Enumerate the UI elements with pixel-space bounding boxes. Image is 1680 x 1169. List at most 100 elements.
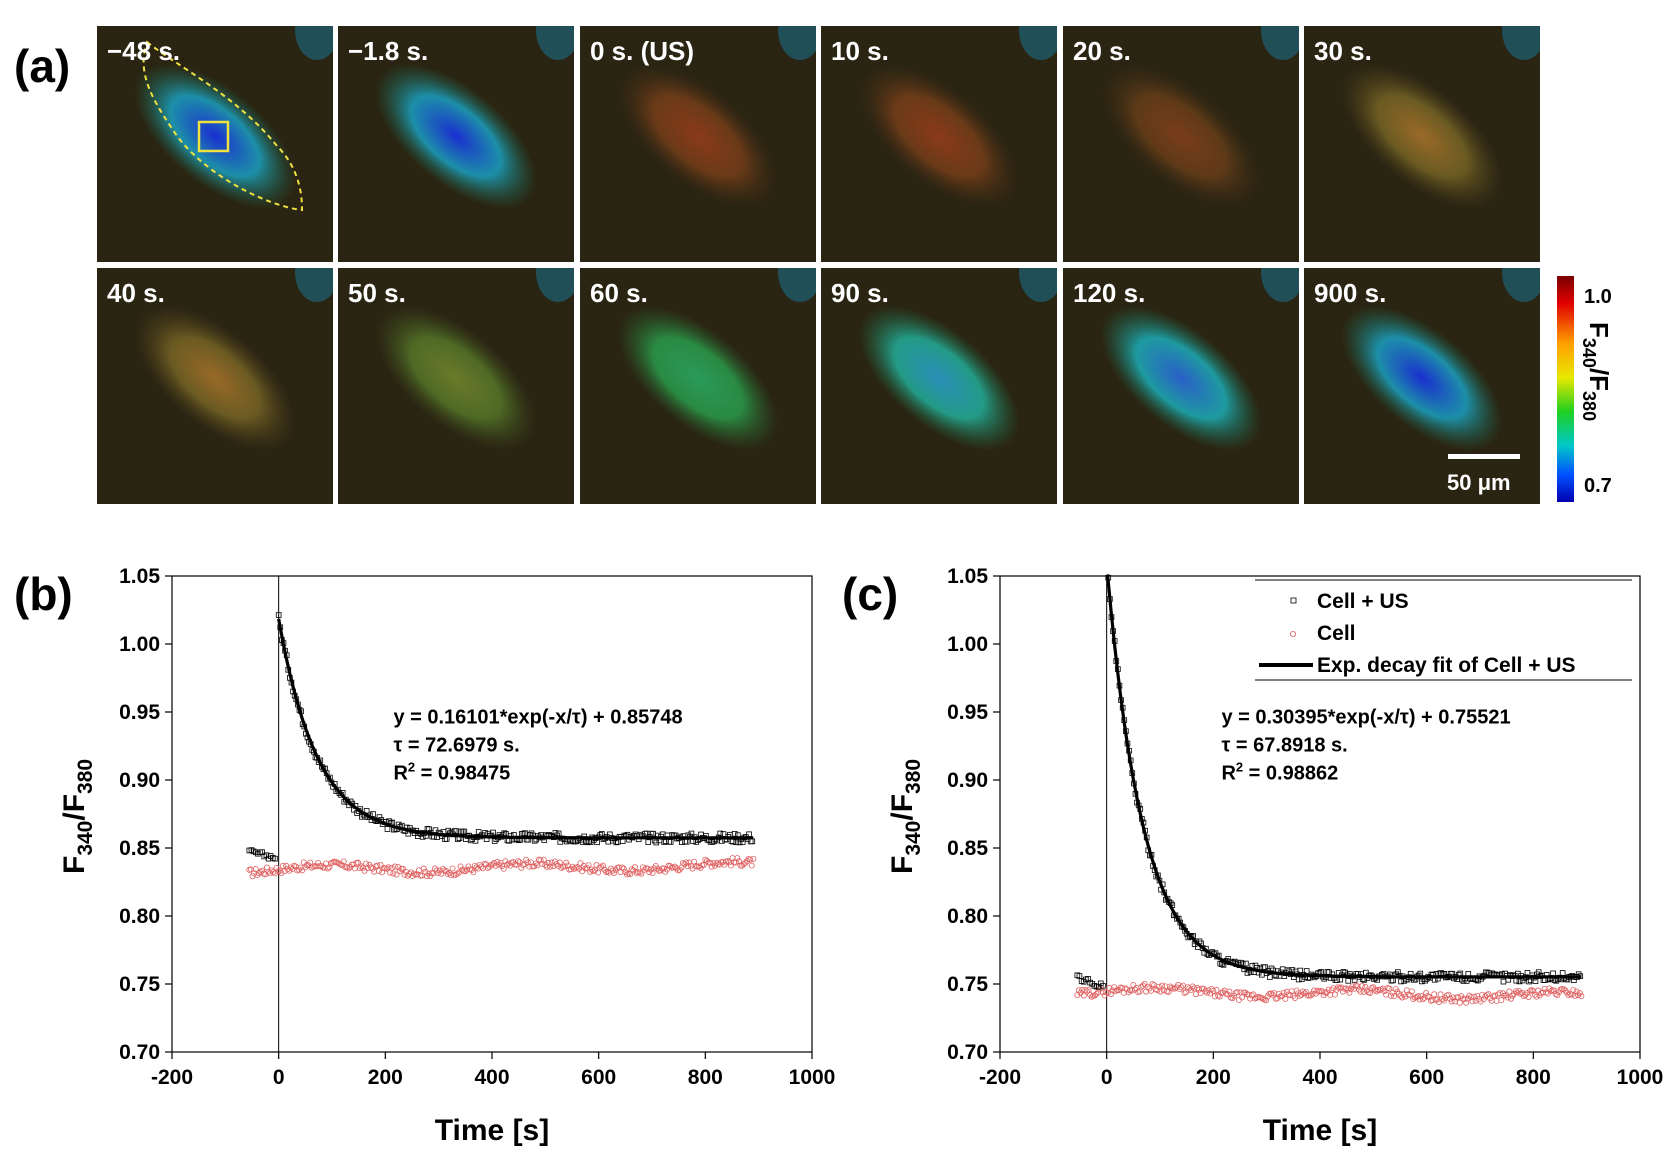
chart-c: -200 0 200 400 600 800 1000 0.70 0.75 0.80 0.85 0.9… [886,565,1663,1147]
y-tick-label: 0.75 [947,973,988,996]
cell-point [708,863,715,870]
cell-point [1187,987,1194,994]
micrograph-grid: −48 s. −1.8 s. 0 s. (US) 10 s. 20 s. 30 s. 40 … [97,26,1540,504]
cell-point [358,863,365,870]
cell-point [391,863,398,870]
y-tick-label: 1.05 [947,565,988,588]
cell-point [393,871,400,878]
cell-us-point [376,814,383,820]
cell-point [1533,993,1540,1000]
cell-point [1091,992,1098,999]
cell-us-point [475,829,482,835]
cell-us-point [1559,970,1566,976]
cell-us-point [1220,962,1227,968]
cell-body [374,305,538,451]
neighbor-cell [536,26,574,60]
cell-point [748,862,755,869]
cell-us-point [491,838,498,844]
cell-point [356,865,363,872]
cell-us-point [1363,969,1369,976]
cell-point [638,870,645,877]
x-tick-label: 400 [474,1066,509,1089]
cell-point [1312,990,1319,997]
cell-us-point [1395,969,1401,975]
cell-point [660,865,667,872]
micrograph-time-label: 50 s. [348,278,406,308]
scale-bar-label: 50 μm [1447,470,1511,495]
cell-point [1296,992,1303,999]
neighbor-cell [778,26,816,60]
scale-bar [1448,454,1520,459]
cell-point [1093,991,1100,998]
cell-point [465,863,472,870]
cell-point [683,859,690,866]
cell-point [1578,993,1585,1000]
cell-us-point [1345,978,1352,984]
cell-point [524,859,531,866]
cell-point [729,855,736,862]
series-cell [246,855,757,880]
cell-point [1178,984,1185,991]
cell-point [1456,999,1463,1006]
neighbor-cell [1261,26,1299,60]
cell-point [1424,993,1431,1000]
cell-point [577,860,584,867]
cell-point [1242,989,1249,996]
cell-point [1448,998,1455,1005]
cell-point [1408,988,1415,995]
cell-point [1279,992,1286,999]
cell-us-point [605,838,612,845]
colorbar-title-sub2: 380 [1579,391,1599,421]
cell-us-point [1289,967,1296,973]
cell-body [1099,305,1263,451]
cell-us-point [459,828,466,835]
y-tick-label: 1.05 [119,565,160,588]
cell-point [420,865,427,872]
cell-us-point [698,831,704,838]
cell-point [299,867,306,874]
cell-body [857,63,1021,209]
cell-point [543,863,550,870]
cell-point [1570,987,1577,994]
x-tick-label: 800 [688,1066,723,1089]
x-tick-label: 400 [1302,1066,1337,1089]
cell-point [1263,997,1270,1004]
cell-point [734,855,741,862]
y-tick-label: 0.70 [119,1041,160,1064]
cell-point [1269,991,1276,998]
cell-point [1418,993,1425,1000]
cell-point [1128,987,1135,994]
fit-equation: y = 0.30395*exp(-x/τ) + 0.75521 [1221,707,1510,729]
cell-point [1176,986,1183,993]
cell-point [454,870,461,877]
micrograph-time-label: 10 s. [831,36,889,66]
x-tick-label: 800 [1516,1066,1551,1089]
cell-point [1362,984,1369,991]
cell-point [1480,996,1487,1003]
cell-body [1340,305,1504,451]
cell-point [399,865,406,872]
cell-point [1426,994,1433,1001]
cell-point [345,865,352,872]
micrograph-time-label: 900 s. [1314,278,1386,308]
cell-point [252,866,259,873]
cell-point [1525,993,1532,1000]
cell-point [545,860,552,867]
cell-point [1485,991,1492,998]
colorbar-title-sep: /F [1584,368,1614,391]
cell-point [703,857,710,864]
cell-point [315,859,322,866]
micrograph-tile: −48 s. [97,26,333,262]
cell-body [133,63,297,209]
cell-point [334,859,341,866]
cell-point [1463,999,1470,1006]
cell-point [1346,989,1353,996]
cell-point [1391,993,1398,1000]
cell-point [411,870,418,877]
cell-us-point [643,830,650,837]
cell-point [374,862,381,869]
cell-us-point [453,828,460,834]
cell-point [1248,992,1255,999]
micrograph-tile: 90 s. [821,268,1057,504]
cell-point [1202,988,1209,995]
